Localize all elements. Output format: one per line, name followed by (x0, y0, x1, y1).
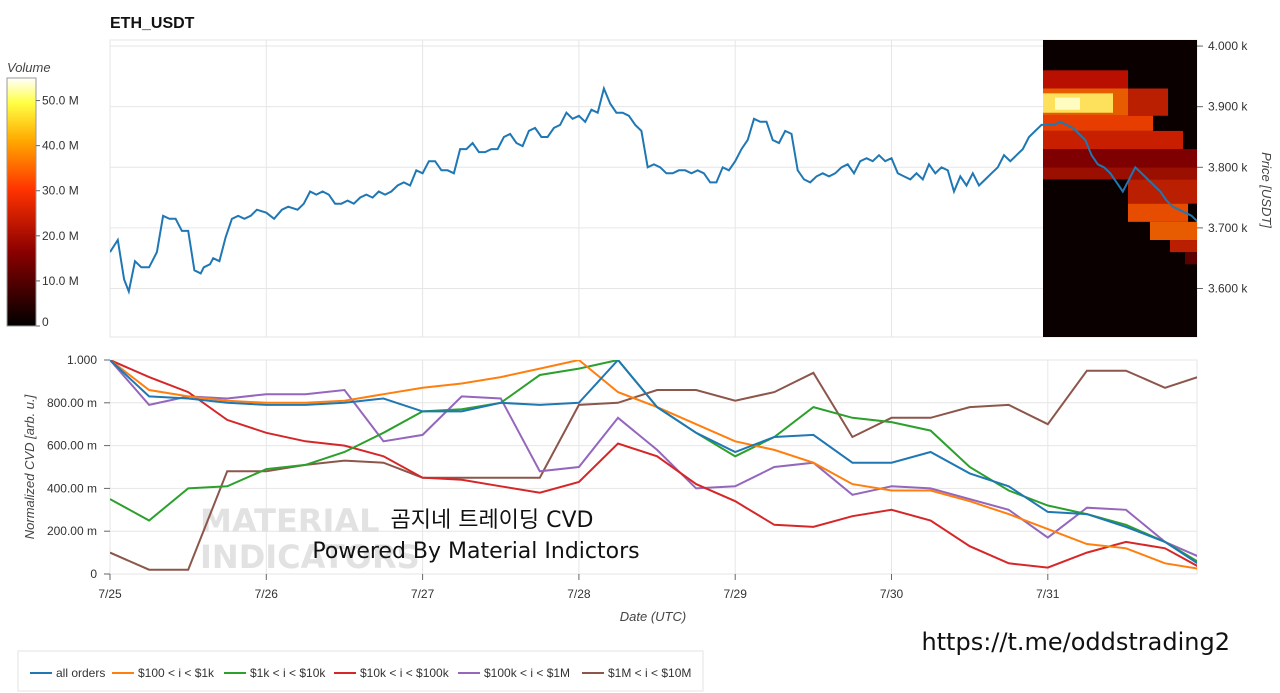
legend-item-s100k[interactable]: $100k < i < $1M (458, 666, 570, 680)
colorbar-tick-label: 0 (42, 315, 49, 329)
heatmap-band (1055, 97, 1080, 110)
legend-item-s10k[interactable]: $10k < i < $100k (334, 666, 450, 680)
price-y-tick-label: 4.000 k (1208, 39, 1248, 53)
cvd-y-tick-label: 1.000 (67, 353, 97, 367)
heatmap-band (1043, 130, 1183, 150)
price-y-axis-label: Price [USDT] (1259, 152, 1274, 228)
cvd-y-tick-label: 200.00 m (47, 524, 97, 538)
volume-colorbar: Volume 0 10.0 M 20.0 M 30.0 M 40.0 M 50.0 M (6, 60, 79, 329)
heatmap-band (1150, 221, 1197, 241)
heatmap-band (1043, 167, 1197, 180)
watermark-line2: INDICATORS (200, 538, 420, 576)
legend-item-s1k[interactable]: $1k < i < $10k (224, 666, 326, 680)
legend-item-s1m[interactable]: $1M < i < $10M (582, 666, 691, 680)
legend-label: $100k < i < $1M (484, 666, 570, 680)
watermark: MATERIAL INDICATORS (200, 502, 420, 576)
colorbar-title: Volume (7, 60, 51, 75)
watermark-line1: MATERIAL (200, 502, 380, 540)
price-y-tick-label: 3.600 k (1208, 282, 1248, 296)
cvd-x-tick-label: 7/26 (255, 587, 279, 601)
cvd-x-tick-label: 7/27 (411, 587, 435, 601)
cvd-line-s10k (110, 360, 1197, 569)
cvd-y-tick-label: 800.00 m (47, 396, 97, 410)
price-chart-title: ETH_USDT (110, 15, 195, 32)
heatmap-band (1128, 88, 1168, 116)
price-series-group (110, 85, 1197, 296)
heatmap-band (1185, 252, 1197, 265)
cvd-x-tick-label: 7/31 (1036, 587, 1060, 601)
cvd-x-tick-label: 7/25 (98, 587, 122, 601)
heatmap-band (1043, 115, 1153, 131)
cvd-x-tick-label: 7/29 (724, 587, 748, 601)
heatmap-band (1043, 149, 1197, 168)
colorbar-gradient (6, 77, 37, 327)
legend: all orders $100 < i < $1k $1k < i < $10k $1… (17, 650, 704, 692)
cvd-y-ticks: 0 200.00 m 400.00 m 600.00 m 800.00 m 1.000 (47, 353, 110, 581)
cvd-x-tick-label: 7/28 (567, 587, 591, 601)
overlay-subtitle: Powered By Material Indictors (312, 539, 639, 564)
cvd-line-all (110, 360, 1197, 565)
colorbar-tick-label: 30.0 M (42, 184, 79, 198)
legend-label: $10k < i < $100k (360, 666, 450, 680)
telegram-url[interactable]: https://t.me/oddstrading2 (921, 628, 1230, 656)
price-y-tick-label: 3.800 k (1208, 160, 1248, 174)
heatmap-band (1170, 240, 1197, 253)
heatmap-band (1128, 203, 1188, 222)
price-y-ticks: 3.600 k 3.700 k 3.800 k 3.900 k 4.000 k (1197, 39, 1248, 296)
colorbar-tick-label: 40.0 M (42, 139, 79, 153)
price-y-tick-label: 3.900 k (1208, 100, 1248, 114)
heatmap-band (1128, 179, 1197, 204)
cvd-x-tick-label: 7/30 (880, 587, 904, 601)
legend-item-s100[interactable]: $100 < i < $1k (112, 666, 215, 680)
colorbar-ticks: 0 10.0 M 20.0 M 30.0 M 40.0 M 50.0 M (36, 94, 79, 329)
cvd-x-ticks: 7/25 7/26 7/27 7/28 7/29 7/30 7/31 (98, 574, 1060, 601)
legend-item-all[interactable]: all orders (30, 666, 105, 680)
cvd-x-axis-label: Date (UTC) (620, 609, 686, 624)
heatmap-band (1043, 70, 1128, 89)
legend-label: $100 < i < $1k (138, 666, 215, 680)
price-plot-area (109, 39, 1198, 338)
colorbar-tick-label: 10.0 M (42, 274, 79, 288)
legend-label: $1M < i < $10M (608, 666, 691, 680)
cvd-y-tick-label: 0 (90, 567, 97, 581)
cvd-series-group (110, 360, 1197, 571)
colorbar-tick-label: 50.0 M (42, 94, 79, 108)
cvd-y-tick-label: 400.00 m (47, 481, 97, 495)
overlay-title: 곰지네 트레이딩 CVD (390, 508, 593, 533)
legend-label: $1k < i < $10k (250, 666, 326, 680)
cvd-y-axis-label: Normalized CVD [arb. u.] (22, 394, 37, 539)
cvd-y-tick-label: 600.00 m (47, 439, 97, 453)
legend-label: all orders (56, 666, 105, 680)
colorbar-tick-label: 20.0 M (42, 229, 79, 243)
price-chart: ETH_USDT 3.600 k 3.700 k 3.800 k 3.900 k 4.0… (109, 15, 1274, 338)
price-line (110, 85, 1197, 296)
cvd-chart: MATERIAL INDICATORS 0 200.00 m 400.00 m 600… (22, 353, 1198, 624)
price-y-tick-label: 3.700 k (1208, 221, 1248, 235)
legend-box (17, 650, 704, 692)
